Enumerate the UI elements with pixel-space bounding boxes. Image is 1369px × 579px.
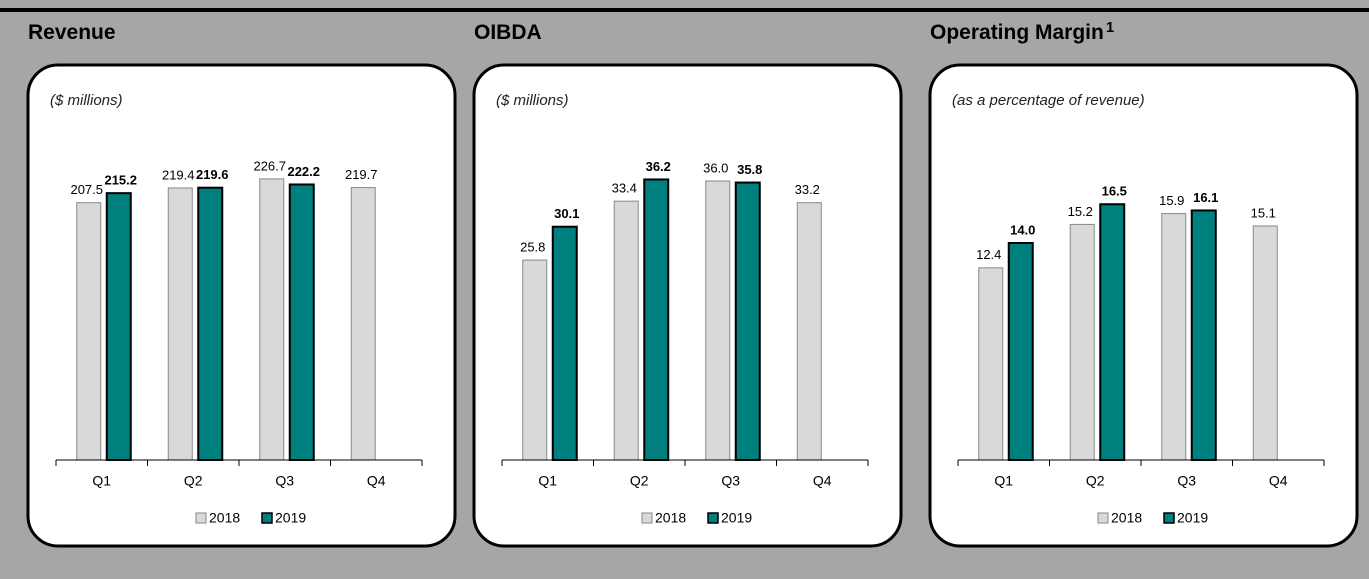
data-label: 33.4 bbox=[612, 181, 637, 196]
bar bbox=[613, 200, 639, 461]
x-tick-label: Q3 bbox=[275, 473, 294, 489]
data-label: 16.5 bbox=[1102, 184, 1127, 199]
subtitle: ($ millions) bbox=[496, 92, 569, 109]
panel bbox=[928, 63, 1359, 548]
x-tick-label: Q4 bbox=[813, 473, 832, 489]
bar bbox=[1099, 203, 1126, 461]
panel bbox=[472, 63, 903, 548]
x-tick-label: Q2 bbox=[630, 473, 649, 489]
bar bbox=[1007, 242, 1034, 461]
bar bbox=[350, 187, 376, 461]
bar bbox=[551, 225, 578, 461]
title-note: 1 bbox=[1106, 19, 1114, 36]
data-label: 36.2 bbox=[646, 159, 671, 174]
chart-title: OIBDA bbox=[474, 21, 542, 44]
data-label: 207.5 bbox=[70, 182, 103, 197]
data-label: 36.0 bbox=[703, 160, 728, 175]
data-label: 219.7 bbox=[345, 167, 378, 182]
legend-label: 2019 bbox=[721, 510, 752, 526]
x-tick-label: Q1 bbox=[92, 473, 111, 489]
chart-title: Revenue bbox=[28, 21, 116, 44]
legend-label: 2019 bbox=[275, 510, 306, 526]
legend-swatch bbox=[1097, 512, 1109, 524]
bar bbox=[522, 259, 548, 461]
bar bbox=[1069, 223, 1095, 461]
data-label: 15.9 bbox=[1159, 193, 1184, 208]
bar bbox=[1161, 213, 1187, 461]
legend-label: 2018 bbox=[209, 510, 240, 526]
chart-title: Operating Margin 1 bbox=[930, 19, 1114, 44]
legend-label: 2018 bbox=[655, 510, 686, 526]
x-tick-label: Q1 bbox=[538, 473, 557, 489]
bar bbox=[105, 192, 132, 461]
bar bbox=[259, 178, 285, 461]
data-label: 219.6 bbox=[196, 167, 229, 182]
x-tick-label: Q2 bbox=[184, 473, 203, 489]
bar bbox=[643, 178, 670, 461]
data-label: 35.8 bbox=[737, 162, 762, 177]
data-label: 12.4 bbox=[976, 247, 1001, 262]
data-label: 226.7 bbox=[253, 158, 286, 173]
data-label: 16.1 bbox=[1193, 190, 1218, 205]
legend-swatch bbox=[195, 512, 207, 524]
bar bbox=[705, 180, 731, 461]
bar bbox=[1252, 225, 1278, 461]
title-text: Revenue bbox=[28, 21, 116, 44]
bar bbox=[288, 183, 315, 462]
legend-swatch bbox=[707, 512, 719, 524]
bar bbox=[734, 181, 761, 462]
x-tick-label: Q3 bbox=[721, 473, 740, 489]
bar bbox=[197, 186, 224, 461]
bar bbox=[167, 187, 193, 461]
legend-swatch bbox=[261, 512, 273, 524]
legend-label: 2018 bbox=[1111, 510, 1142, 526]
x-tick-label: Q3 bbox=[1177, 473, 1196, 489]
data-label: 215.2 bbox=[104, 173, 137, 188]
data-label: 219.4 bbox=[162, 167, 195, 182]
data-label: 14.0 bbox=[1010, 222, 1035, 237]
legend-label: 2019 bbox=[1177, 510, 1208, 526]
data-label: 25.8 bbox=[520, 239, 545, 254]
legend-swatch bbox=[1163, 512, 1175, 524]
subtitle: (as a percentage of revenue) bbox=[952, 92, 1145, 109]
title-text: Operating Margin bbox=[930, 21, 1104, 44]
panel bbox=[26, 63, 457, 548]
subtitle: ($ millions) bbox=[50, 92, 123, 109]
title-text: OIBDA bbox=[474, 21, 542, 44]
data-label: 222.2 bbox=[287, 164, 320, 179]
bar bbox=[796, 202, 822, 461]
x-tick-label: Q1 bbox=[994, 473, 1013, 489]
x-tick-label: Q4 bbox=[1269, 473, 1288, 489]
data-label: 15.1 bbox=[1251, 205, 1276, 220]
bar bbox=[76, 202, 102, 461]
x-tick-label: Q2 bbox=[1086, 473, 1105, 489]
bar bbox=[1190, 209, 1217, 461]
bar bbox=[978, 267, 1004, 461]
data-label: 30.1 bbox=[554, 206, 579, 221]
x-tick-label: Q4 bbox=[367, 473, 386, 489]
data-label: 15.2 bbox=[1068, 204, 1093, 219]
legend-swatch bbox=[641, 512, 653, 524]
data-label: 33.2 bbox=[795, 182, 820, 197]
top-rule bbox=[0, 8, 1369, 12]
